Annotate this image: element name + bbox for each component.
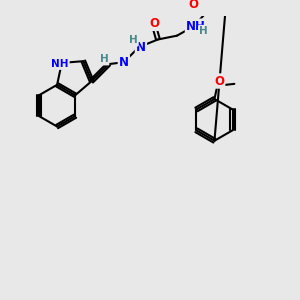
Text: H: H xyxy=(129,35,138,45)
Text: NH: NH xyxy=(186,20,206,33)
Text: N: N xyxy=(136,40,146,54)
Text: O: O xyxy=(214,74,224,88)
Text: O: O xyxy=(149,17,159,30)
Text: O: O xyxy=(188,0,198,11)
Text: H: H xyxy=(100,54,108,64)
Text: N: N xyxy=(119,56,129,69)
Text: NH: NH xyxy=(51,59,69,69)
Text: H: H xyxy=(199,26,208,36)
